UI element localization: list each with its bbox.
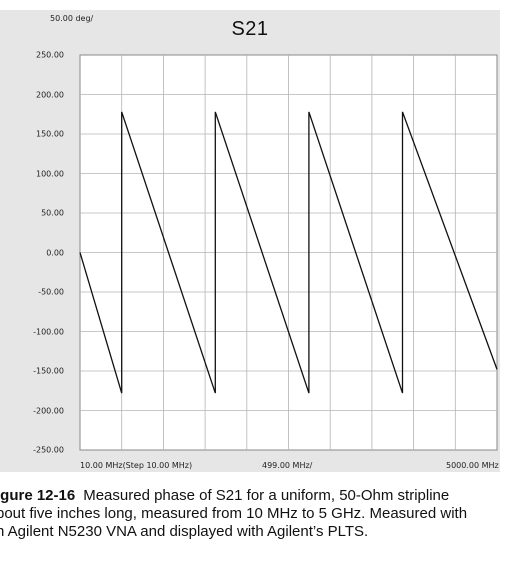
- y-tick-label: -150.00: [33, 366, 64, 376]
- y-tick-label: -100.00: [33, 327, 64, 336]
- x-stop-label: 5000.00 MHz: [446, 461, 499, 470]
- chart-title: S21: [231, 18, 269, 40]
- figure-caption: igure 12-16 Measured phase of S21 for a u…: [0, 487, 532, 541]
- y-tick-label: 0.00: [46, 248, 64, 257]
- x-start-label: 10.00 MHz(Step 10.00 MHz): [80, 461, 193, 470]
- y-tick-label: -200.00: [33, 406, 64, 415]
- caption-line-1: Measured phase of S21 for a uniform, 50-…: [83, 487, 450, 504]
- x-center-label: 499.00 MHz/: [262, 461, 313, 470]
- scale-label: 50.00 deg/: [50, 14, 94, 23]
- caption-line-3: n Agilent N5230 VNA and displayed with A…: [0, 523, 369, 540]
- plot-frame: 50.00 deg/ S21 250.00 200.00 150.00 100.00 5…: [0, 10, 500, 472]
- phase-plot: [79, 54, 498, 451]
- caption-figure-label: igure 12-16: [0, 487, 76, 504]
- y-tick-label: 200.00: [36, 90, 64, 99]
- series-line-s21: [79, 111, 498, 394]
- y-tick-label: -250.00: [33, 445, 64, 455]
- y-tick-label: 50.00: [41, 208, 64, 218]
- y-tick-label: 100.00: [36, 169, 64, 178]
- y-tick-label: 150.00: [36, 129, 64, 139]
- y-tick-label: -50.00: [38, 287, 64, 297]
- caption-line-2: bout five inches long, measured from 10 …: [0, 505, 468, 522]
- y-tick-label: 250.00: [36, 50, 64, 60]
